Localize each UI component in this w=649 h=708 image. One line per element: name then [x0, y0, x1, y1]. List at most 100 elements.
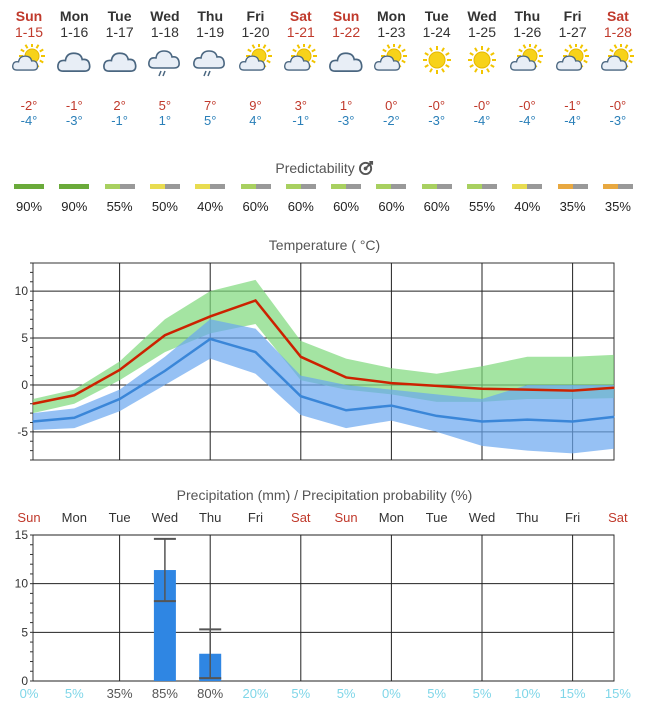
day-date: 1-17: [105, 24, 134, 40]
predictability-cell: 55%: [459, 184, 505, 214]
day-name: Tue: [107, 8, 132, 24]
temp-low: -1°: [292, 113, 310, 128]
precip-day-label: Sat: [608, 510, 628, 525]
day-name: Sun: [15, 8, 43, 24]
weather-icon-holder: [595, 43, 641, 82]
temp-high: 3°: [294, 98, 308, 113]
precip-probability: 10%: [514, 686, 541, 701]
temp-plot-frame: [32, 262, 615, 461]
temp-high: 9°: [249, 98, 262, 113]
predictability-value: 60%: [378, 199, 405, 214]
day-date: 1-15: [14, 24, 44, 40]
precip-day-label: Mon: [378, 510, 405, 525]
temp-y-tick: 0: [21, 378, 28, 392]
temp-high: -0°: [473, 98, 491, 113]
predictability-cell: 60%: [233, 184, 279, 214]
day-date: 1-24: [422, 24, 451, 40]
predictability-value: 60%: [242, 199, 269, 214]
predictability-cell: 50%: [142, 184, 188, 214]
temp-low: -3°: [65, 113, 83, 128]
high-temp-point: [209, 315, 211, 318]
temp-high: 5°: [158, 98, 172, 113]
predictability-row: 90% 90% 55% 50% 40% 60% 60% 60% 60% 60% 55% 40% 35% 3…: [0, 184, 649, 224]
predictability-value: 55%: [106, 199, 133, 214]
cloud-icon: [329, 52, 363, 72]
predictability-cell: 40%: [187, 184, 233, 214]
day-column: Sat 1-28 -0° -3°: [595, 8, 641, 128]
predictability-value: 60%: [423, 199, 450, 214]
predictability-bar: [59, 184, 90, 189]
high-temp-band: [33, 279, 614, 414]
predictability-cell: 60%: [278, 184, 324, 214]
predictability-value: 35%: [604, 199, 631, 214]
predictability-cell: 55%: [97, 184, 143, 214]
day-name: Wed: [467, 8, 497, 24]
precip-day-label: Wed: [468, 510, 496, 525]
precip-probability-row: 0% 5% 35% 85% 80% 20% 5% 5% 0% 5% 5% 10% 15% 15%: [0, 686, 649, 706]
day-name: Thu: [514, 8, 541, 24]
precip-day-label: Sun: [17, 510, 41, 525]
temp-high: 2°: [113, 98, 126, 113]
precip-day-label: Thu: [198, 510, 222, 525]
predictability-bar: [602, 184, 633, 189]
precip-day-label: Tue: [425, 510, 448, 525]
day-name: Tue: [424, 8, 449, 24]
precip-y-tick: 5: [21, 625, 28, 639]
day-column: Mon 1-23 0° -2°: [368, 8, 414, 128]
predictability-value: 90%: [61, 199, 88, 214]
day-column: Fri 1-27 -1° -4°: [550, 8, 596, 128]
predictability-bar: [421, 184, 452, 189]
low-temp-band: [33, 319, 614, 454]
temp-high: -1°: [65, 98, 83, 113]
target-icon: [358, 160, 373, 175]
temp-high: 0°: [385, 98, 398, 113]
precip-probability: 35%: [106, 686, 133, 701]
precip-day-label: Fri: [247, 510, 264, 525]
predictability-cell: 90%: [6, 184, 52, 214]
sun-cloud-icon: [12, 43, 45, 71]
day-column: Thu 1-19 7° 5°: [187, 8, 233, 128]
predictability-bar: [512, 184, 543, 189]
day-name: Sun: [332, 8, 360, 24]
predictability-bar: [376, 184, 407, 189]
high-temp-point: [613, 386, 615, 389]
sun-icon: [468, 46, 496, 74]
predictability-cell: 35%: [550, 184, 596, 214]
day-column: Wed 1-25 -0° -4°: [459, 8, 505, 128]
low-temp-point: [254, 351, 257, 353]
low-temp-point: [435, 415, 438, 417]
precip-probability: 85%: [151, 686, 178, 701]
low-temp-point: [345, 409, 347, 412]
precipitation-chart: 15 10 5 0: [15, 528, 615, 688]
day-date: 1-19: [196, 24, 225, 40]
temp-low: 1°: [158, 113, 172, 128]
temp-high: 1°: [339, 98, 353, 113]
precip-bar: [153, 570, 176, 681]
weather-icon-holder: [97, 44, 143, 82]
temp-low: -4°: [473, 113, 491, 128]
temp-high: -1°: [564, 98, 581, 113]
weather-icon-holder: [233, 43, 279, 82]
precip-probability: 15%: [604, 686, 631, 701]
weather-icon-holder: [459, 44, 505, 82]
precip-y-tick: 15: [15, 528, 29, 542]
temp-low: -3°: [428, 113, 446, 128]
sun-cloud-icon: [238, 43, 272, 71]
low-temp-point: [390, 404, 393, 407]
cloud-rain-icon: [193, 50, 226, 77]
predictability-bar: [104, 184, 135, 189]
sun-cloud-icon: [283, 43, 317, 71]
precip-day-label: Wed: [151, 510, 179, 525]
predictability-bar: [195, 184, 226, 189]
precip-probability: 0%: [381, 686, 401, 701]
day-column: Tue 1-24 -0° -3°: [414, 8, 460, 128]
high-temp-point: [390, 382, 393, 384]
precip-probability: 5%: [336, 686, 356, 701]
day-name: Mon: [59, 8, 89, 24]
predictability-value: 40%: [514, 199, 541, 214]
precip-title: Precipitation (mm) / Precipitation proba…: [176, 487, 473, 503]
low-temp-point: [164, 370, 166, 372]
day-name: Sat: [289, 8, 312, 24]
predictability-cell: 90%: [51, 184, 97, 214]
low-temp-point: [209, 338, 211, 340]
